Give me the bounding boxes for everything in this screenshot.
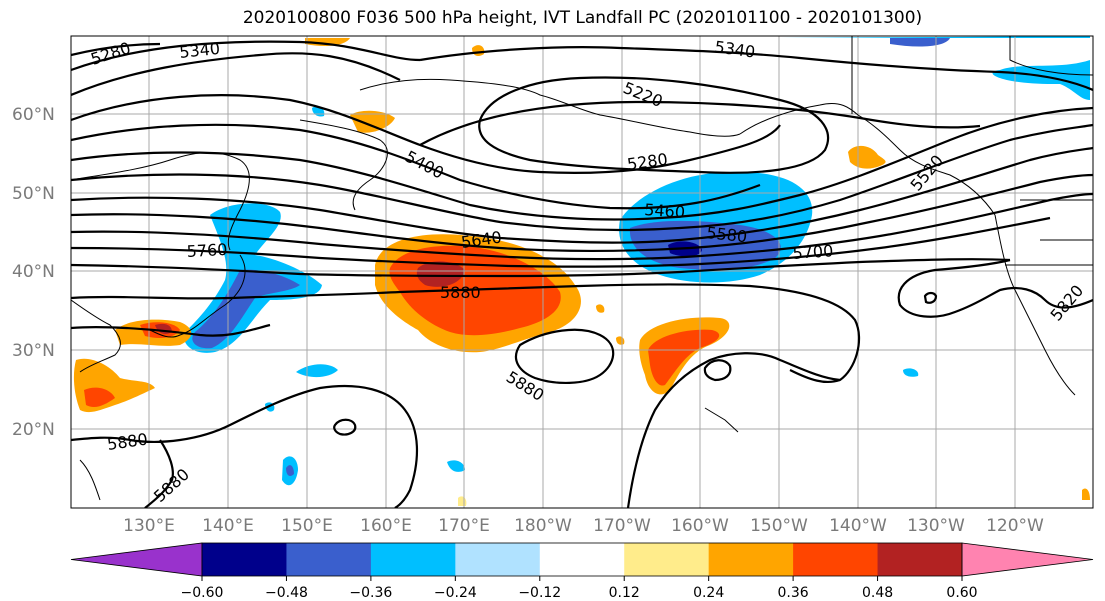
map-panel: 5280 5340 5340 5220 5280 5400 5460 5580 … [71, 36, 1093, 508]
lat-label: 40°N [12, 262, 55, 282]
lon-label: 130°E [123, 516, 175, 536]
latitude-labels: 60°N 50°N 40°N 30°N 20°N [12, 105, 55, 440]
colorbar-tick-label: 0.24 [693, 585, 724, 601]
contour-label: 5460 [644, 200, 686, 222]
colorbar-tick-label: −0.36 [349, 585, 392, 601]
colorbar-segment [708, 543, 794, 576]
contour-label: 5760 [186, 240, 228, 261]
contour-label: 5700 [792, 241, 834, 263]
lat-label: 50°N [12, 184, 55, 204]
lat-label: 30°N [12, 341, 55, 361]
contour-label: 5580 [706, 223, 748, 246]
colorbar-tick-label: −0.12 [518, 585, 561, 601]
colorbar-tick-label: −0.24 [434, 585, 477, 601]
lat-label: 20°N [12, 420, 55, 440]
lat-label: 60°N [12, 105, 55, 125]
map-frame [70, 35, 1094, 509]
lon-label: 130°W [907, 516, 965, 536]
lon-label: 140°E [202, 516, 254, 536]
colorbar-segment [370, 543, 456, 576]
height-contours [71, 40, 1093, 508]
colorbar-tick-label: 0.48 [862, 585, 893, 601]
colorbar-tick-label: 0.60 [946, 585, 977, 601]
colorbar-extend-max [961, 542, 1094, 577]
lon-label: 150°W [750, 516, 808, 536]
colorbar: −0.60 −0.48 −0.36 −0.24 −0.12 0.12 0.24 0.36 0.4… [70, 542, 1094, 601]
contour-label: 5340 [178, 39, 220, 62]
colorbar-segment [539, 543, 625, 576]
colorbar-segment [624, 543, 710, 576]
lon-label: 120°W [986, 516, 1044, 536]
colorbar-tick-label: −0.60 [181, 585, 224, 601]
longitude-labels: 130°E 140°E 150°E 160°E 170°E 180°W 170°… [123, 516, 1044, 536]
lon-label: 170°W [593, 516, 651, 536]
map-title: 2020100800 F036 500 hPa height, IVT Land… [242, 8, 923, 28]
lon-label: 150°E [281, 516, 333, 536]
colorbar-segment [793, 543, 879, 576]
ivt-positive-shading [73, 38, 1090, 506]
lon-label: 170°E [438, 516, 490, 536]
colorbar-extend-min [70, 542, 203, 577]
colorbar-segment [877, 543, 963, 576]
colorbar-segment [202, 543, 287, 576]
colorbar-outline [201, 542, 963, 577]
colorbar-segment [455, 543, 541, 576]
lon-label: 160°E [360, 516, 412, 536]
lon-label: 160°W [671, 516, 729, 536]
contour-label: 5880 [440, 283, 481, 302]
colorbar-segment [286, 543, 372, 576]
lon-label: 140°W [829, 516, 887, 536]
colorbar-tick-label: 0.12 [609, 585, 640, 601]
lon-label: 180°W [514, 516, 572, 536]
colorbar-tick-label: 0.36 [778, 585, 809, 601]
colorbar-tick-label: −0.48 [265, 585, 308, 601]
